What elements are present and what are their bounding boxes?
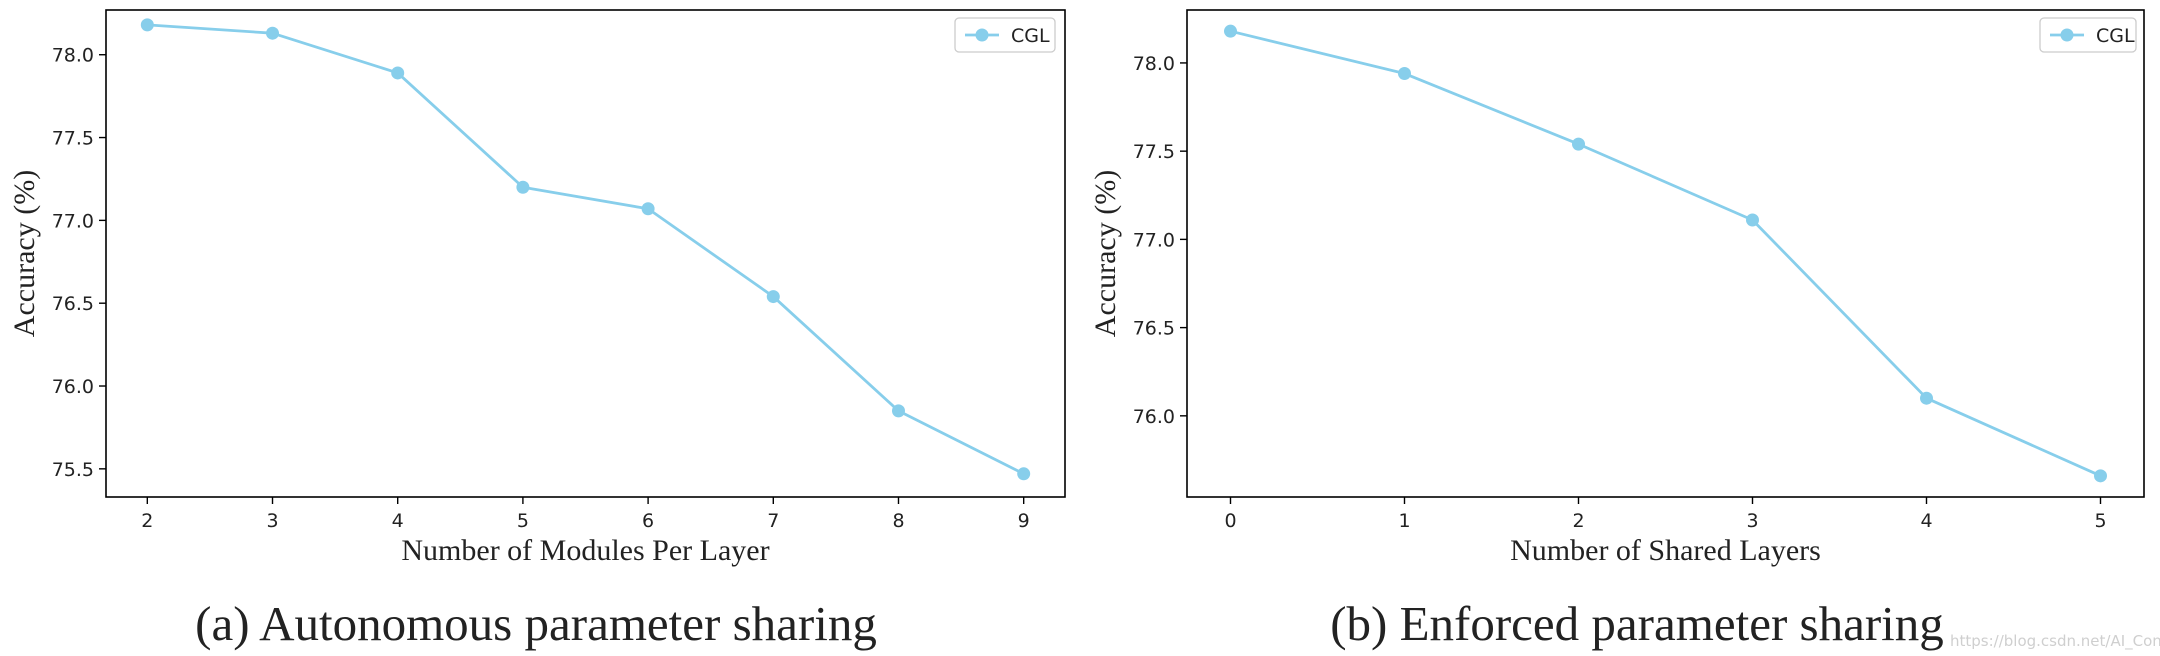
data-point (1398, 67, 1411, 80)
data-point (391, 66, 404, 79)
chart-panel-b: 0 1 2 3 4 5 76.0 76.5 77.0 77.5 78.0 Number of Shar… (1089, 10, 2144, 651)
series-line-cgl (147, 25, 1023, 474)
x-tick-label: 3 (266, 510, 278, 532)
x-tick-label: 9 (1018, 510, 1030, 532)
data-point (266, 27, 279, 40)
x-axis-label: Number of Modules Per Layer (401, 534, 769, 567)
plot-frame (106, 10, 1065, 497)
y-axis-label: Accuracy (%) (8, 170, 41, 337)
y-tick-label: 78.0 (52, 45, 94, 67)
legend-label: CGL (2096, 25, 2135, 47)
data-point (767, 290, 780, 303)
figure: 2 3 4 5 6 7 8 9 75.5 76.0 76.5 77.0 77.5 78.0 Number o… (0, 0, 2160, 656)
chart-panel-a: 2 3 4 5 6 7 8 9 75.5 76.0 76.5 77.0 77.5 78.0 Number o… (8, 10, 1065, 651)
x-tick-label: 5 (2094, 510, 2106, 532)
legend: CGL (955, 18, 1055, 52)
data-point (141, 18, 154, 31)
x-tick-label: 5 (517, 510, 529, 532)
y-tick-label: 77.0 (1133, 229, 1175, 251)
legend-label: CGL (1011, 25, 1050, 47)
y-tick-label: 76.0 (1133, 406, 1175, 428)
x-tick-label: 6 (642, 510, 654, 532)
x-tick-label: 7 (767, 510, 779, 532)
series-line-cgl (1231, 31, 2101, 476)
data-point (516, 181, 529, 194)
data-point (1572, 138, 1585, 151)
x-tick-label: 3 (1746, 510, 1758, 532)
watermark-text: https://blog.csdn.net/AI_Conf (1950, 632, 2160, 651)
y-tick-label: 76.5 (1133, 318, 1175, 340)
data-point (1017, 467, 1030, 480)
y-tick-label: 76.5 (52, 293, 94, 315)
legend: CGL (2040, 18, 2136, 52)
y-tick-label: 77.0 (52, 210, 94, 232)
data-point (642, 202, 655, 215)
x-tick-label: 2 (1572, 510, 1584, 532)
plot-frame (1187, 10, 2144, 497)
x-axis-label: Number of Shared Layers (1510, 534, 1821, 567)
legend-marker (2061, 29, 2074, 42)
panel-caption: (a) Autonomous parameter sharing (195, 596, 877, 651)
y-tick-label: 77.5 (1133, 141, 1175, 163)
legend-marker (976, 29, 989, 42)
y-tick-label: 77.5 (52, 128, 94, 150)
panel-caption: (b) Enforced parameter sharing (1330, 596, 1944, 651)
y-tick-label: 78.0 (1133, 53, 1175, 75)
data-point (892, 404, 905, 417)
y-tick-label: 76.0 (52, 376, 94, 398)
x-tick-label: 1 (1398, 510, 1410, 532)
data-point (1224, 25, 1237, 38)
data-point (2094, 469, 2107, 482)
x-tick-label: 4 (392, 510, 404, 532)
x-tick-label: 2 (141, 510, 153, 532)
x-tick-label: 0 (1224, 510, 1236, 532)
data-point (1746, 213, 1759, 226)
y-axis-label: Accuracy (%) (1089, 170, 1122, 337)
y-tick-label: 75.5 (52, 459, 94, 481)
x-tick-label: 4 (1920, 510, 1932, 532)
data-point (1920, 392, 1933, 405)
x-tick-label: 8 (892, 510, 904, 532)
